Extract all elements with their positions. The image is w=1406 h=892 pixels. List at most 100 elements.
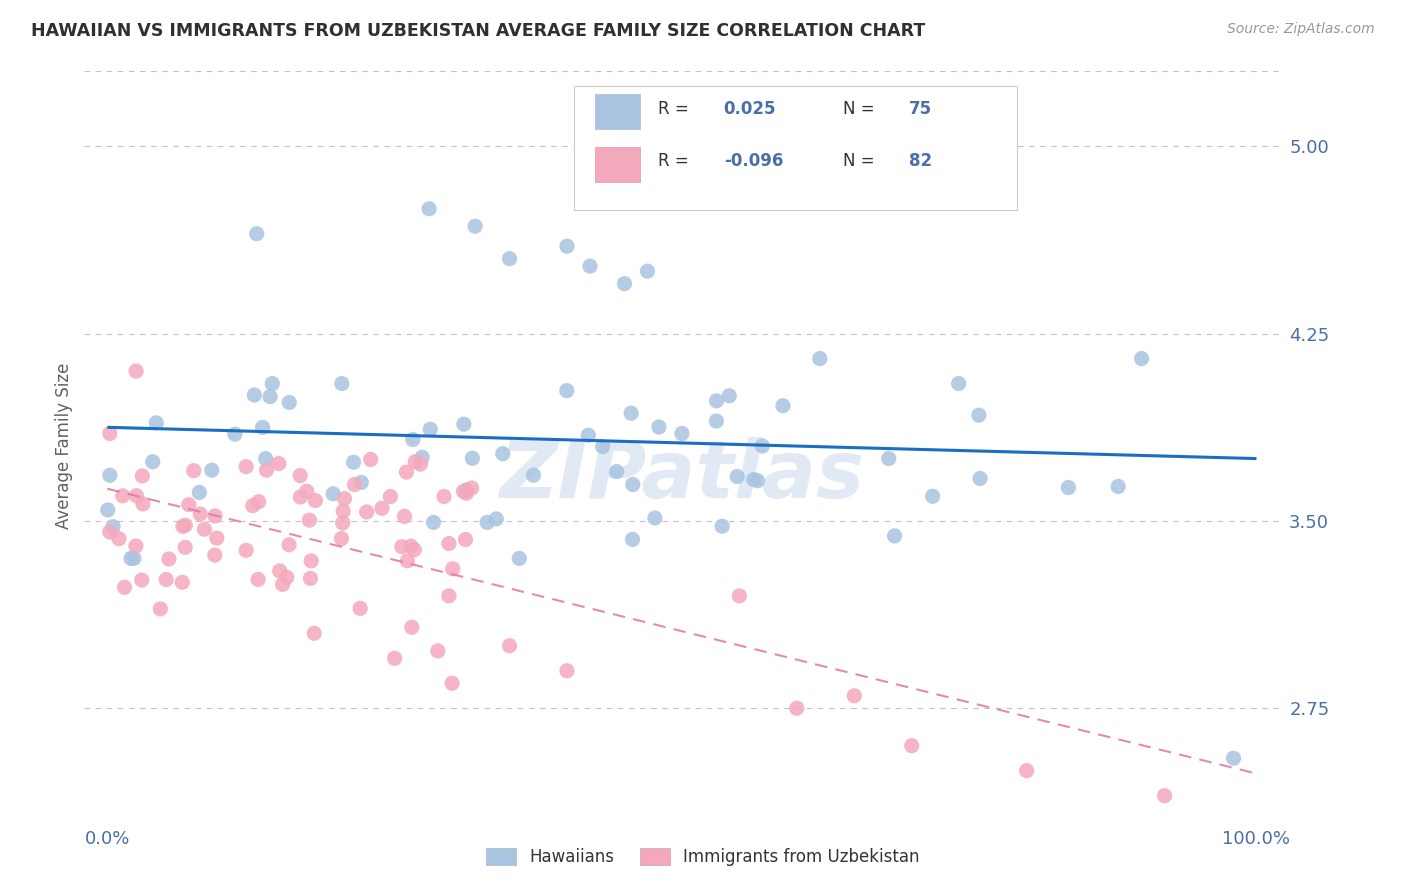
Point <box>254 451 277 466</box>
Point <box>131 573 153 587</box>
Text: 75: 75 <box>910 100 932 118</box>
Point <box>404 455 426 469</box>
Point <box>606 465 628 479</box>
Point <box>205 531 228 545</box>
Point <box>384 651 406 665</box>
Point <box>271 577 294 591</box>
Point <box>174 541 197 555</box>
Point <box>648 420 671 434</box>
Point <box>349 601 371 615</box>
Text: Source: ZipAtlas.com: Source: ZipAtlas.com <box>1227 22 1375 37</box>
Point <box>332 504 354 518</box>
Point <box>183 464 205 478</box>
Point <box>399 539 422 553</box>
Point <box>456 483 478 497</box>
Point <box>120 551 142 566</box>
Text: R =: R = <box>658 153 689 170</box>
Point <box>706 414 728 428</box>
Point <box>485 512 508 526</box>
Point <box>883 529 905 543</box>
Point <box>98 426 121 441</box>
Point <box>298 513 321 527</box>
Point <box>330 532 353 546</box>
Text: N =: N = <box>844 153 875 170</box>
Point <box>247 573 270 587</box>
Point <box>174 518 197 533</box>
Point <box>394 509 416 524</box>
Point <box>391 540 413 554</box>
Point <box>278 538 301 552</box>
Point <box>235 459 257 474</box>
Point <box>98 524 121 539</box>
Point <box>380 490 402 504</box>
Point <box>290 490 312 504</box>
Point <box>243 388 266 402</box>
Point <box>555 239 578 253</box>
Point <box>492 447 515 461</box>
Point <box>921 489 943 503</box>
Point <box>262 376 284 391</box>
Point <box>461 451 484 466</box>
Point <box>269 564 291 578</box>
Text: -0.096: -0.096 <box>724 153 783 170</box>
Point <box>453 417 475 432</box>
Point <box>772 399 794 413</box>
Point <box>742 473 765 487</box>
Point <box>322 487 344 501</box>
Point <box>555 384 578 398</box>
Point <box>441 676 464 690</box>
Point <box>592 440 614 454</box>
Point <box>636 264 658 278</box>
Point <box>155 573 177 587</box>
Point <box>433 490 456 504</box>
Point <box>453 484 475 499</box>
Bar <box>595 147 640 182</box>
Point <box>290 468 312 483</box>
Point <box>475 516 498 530</box>
Point <box>621 533 644 547</box>
Point <box>1107 479 1129 493</box>
Point <box>579 259 602 273</box>
Point <box>111 489 134 503</box>
Point <box>498 252 520 266</box>
Point <box>177 498 200 512</box>
Point <box>350 475 373 490</box>
Point <box>613 277 636 291</box>
Point <box>371 501 394 516</box>
Point <box>644 511 666 525</box>
Point <box>948 376 970 391</box>
Point <box>576 428 599 442</box>
Point <box>751 439 773 453</box>
Text: N =: N = <box>844 100 875 118</box>
Point <box>193 522 215 536</box>
Point <box>498 639 520 653</box>
Point <box>172 575 194 590</box>
Point <box>142 455 165 469</box>
Point <box>437 589 460 603</box>
Text: HAWAIIAN VS IMMIGRANTS FROM UZBEKISTAN AVERAGE FAMILY SIZE CORRELATION CHART: HAWAIIAN VS IMMIGRANTS FROM UZBEKISTAN A… <box>31 22 925 40</box>
Point <box>671 426 693 441</box>
Point <box>454 533 477 547</box>
Point <box>728 589 751 603</box>
Point <box>276 570 298 584</box>
Point <box>437 536 460 550</box>
Point <box>172 519 194 533</box>
Point <box>418 202 440 216</box>
Point <box>786 701 808 715</box>
Point <box>1015 764 1038 778</box>
Point <box>295 484 318 499</box>
Point <box>114 580 136 594</box>
Point <box>149 602 172 616</box>
Point <box>97 503 120 517</box>
Y-axis label: Average Family Size: Average Family Size <box>55 363 73 529</box>
Point <box>235 543 257 558</box>
Point <box>204 508 226 523</box>
Point <box>224 427 246 442</box>
FancyBboxPatch shape <box>575 87 1017 210</box>
Point <box>718 389 741 403</box>
Point <box>188 507 211 521</box>
Point <box>333 491 356 506</box>
Point <box>204 548 226 562</box>
Point <box>125 364 148 378</box>
Point <box>157 552 180 566</box>
